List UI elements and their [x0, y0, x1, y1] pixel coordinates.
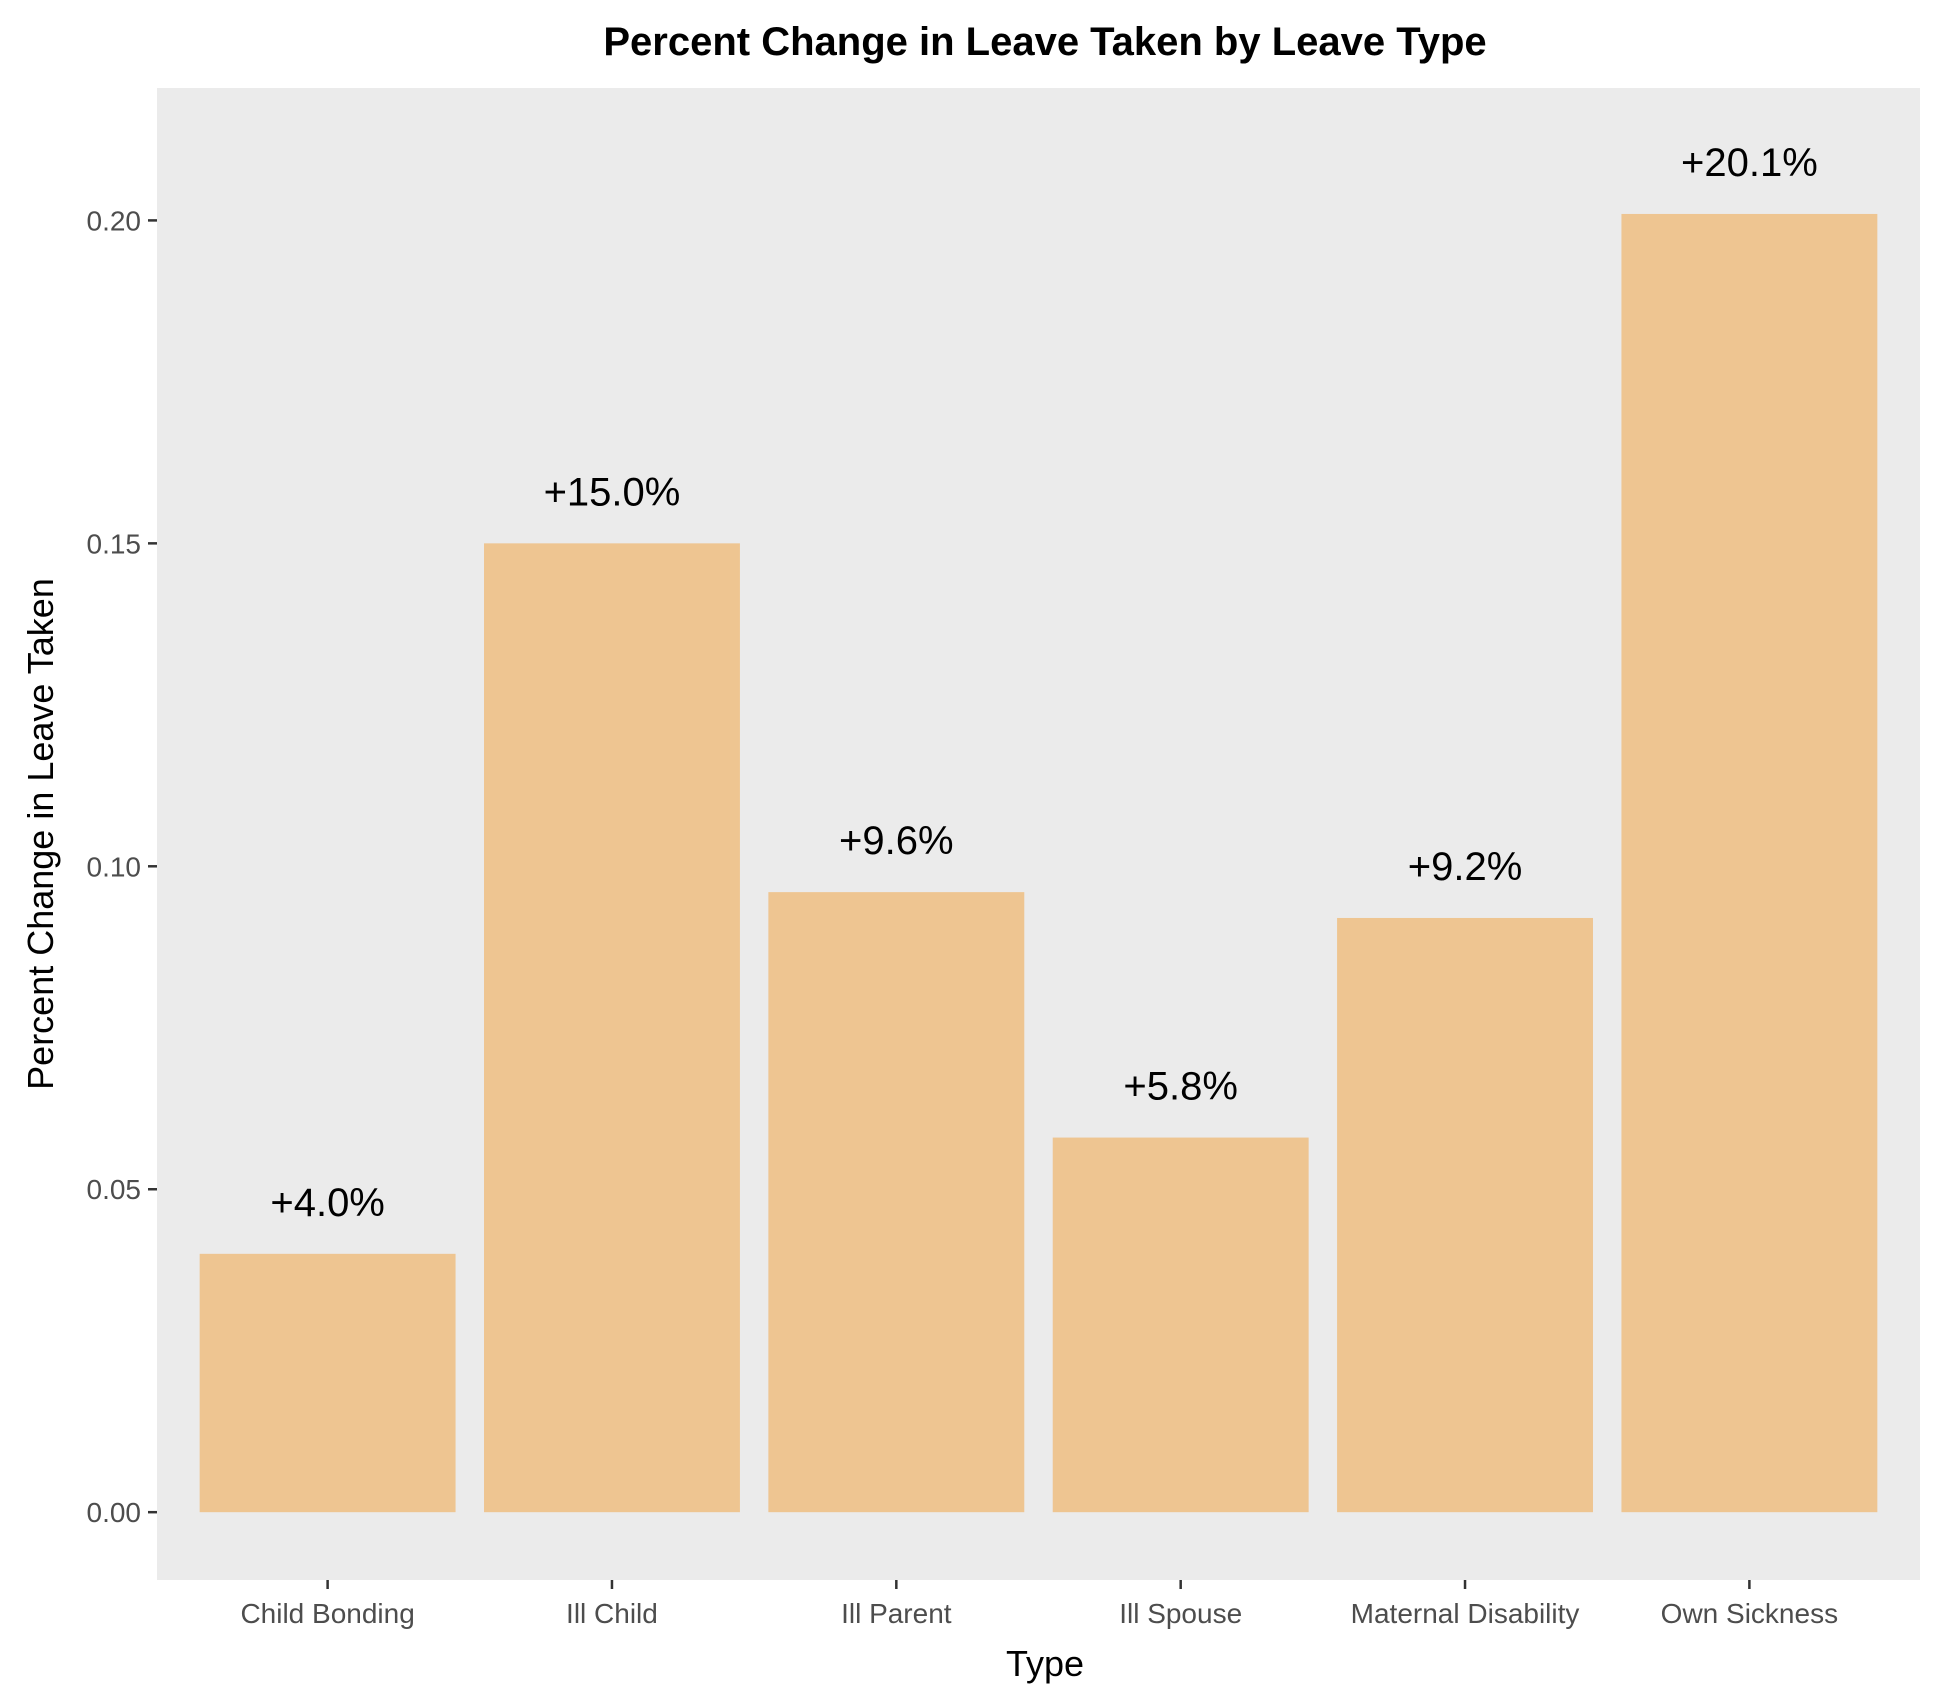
bar-ill-parent: [768, 892, 1025, 1513]
chart-title: Percent Change in Leave Taken by Leave T…: [603, 20, 1486, 64]
bar-value-label: +4.0%: [270, 1181, 385, 1225]
y-axis-title: Percent Change in Leave Taken: [20, 578, 61, 1090]
y-tick-label: 0.10: [87, 851, 142, 882]
y-tick-label: 0.00: [87, 1497, 142, 1528]
x-tick-label: Own Sickness: [1661, 1598, 1838, 1629]
x-tick-label: Ill Spouse: [1119, 1598, 1242, 1629]
bar-ill-child: [484, 543, 740, 1513]
x-axis: Child Bonding Ill Child Ill Parent Ill Spou…: [240, 1580, 1838, 1629]
bars-layer: [199, 213, 1878, 1513]
bar-maternal-disability: [1337, 917, 1593, 1513]
bar-value-label: +15.0%: [544, 470, 681, 514]
bar-child-bonding: [199, 1253, 456, 1513]
y-tick-label: 0.20: [87, 205, 142, 236]
bar-own-sickness: [1621, 213, 1878, 1513]
bar-value-label: +20.1%: [1681, 141, 1818, 185]
bar-value-label: +9.2%: [1408, 845, 1523, 889]
x-tick-label: Child Bonding: [240, 1598, 414, 1629]
y-tick-label: 0.15: [87, 528, 142, 559]
x-tick-label: Ill Child: [566, 1598, 658, 1629]
bar-value-label: +9.6%: [839, 819, 954, 863]
bar-ill-spouse: [1052, 1137, 1309, 1513]
y-axis: 0.00 0.05 0.10 0.15 0.20: [87, 205, 157, 1528]
data-labels-layer: +4.0% +15.0% +9.6% +5.8% +9.2% +20.1%: [270, 141, 1817, 1225]
x-tick-label: Ill Parent: [841, 1598, 952, 1629]
x-tick-label: Maternal Disability: [1351, 1598, 1580, 1629]
bar-value-label: +5.8%: [1123, 1065, 1238, 1109]
y-tick-label: 0.05: [87, 1174, 142, 1205]
x-axis-title: Type: [1006, 1643, 1084, 1684]
